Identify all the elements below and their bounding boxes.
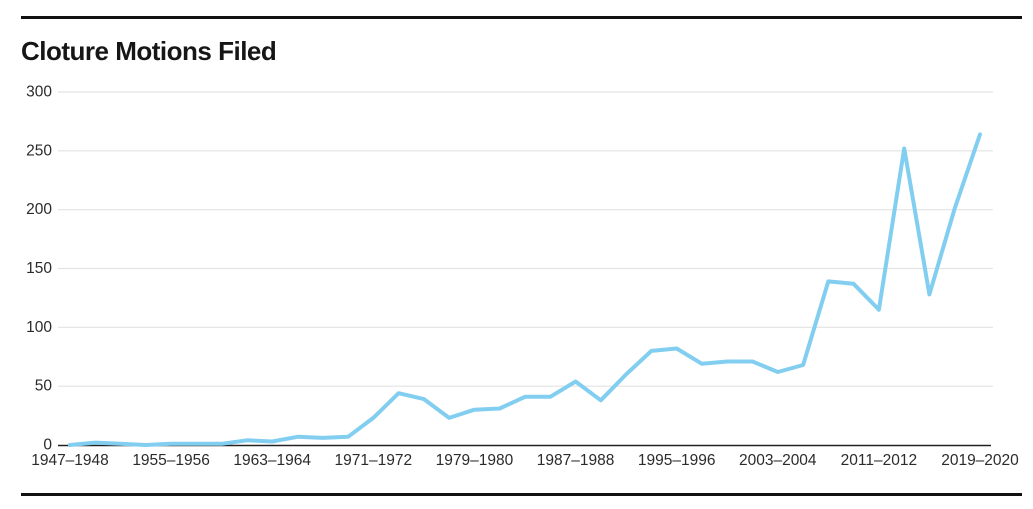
x-tick-label: 1979–1980	[436, 452, 514, 469]
top-rule	[21, 16, 1022, 19]
x-tick-label: 1971–1972	[335, 452, 413, 469]
x-tick-label: 2003–2004	[739, 452, 817, 469]
y-tick-label: 100	[26, 319, 52, 336]
chart-title: Cloture Motions Filed	[21, 36, 277, 66]
y-tick-label: 50	[35, 378, 53, 395]
x-tick-label: 1995–1996	[638, 452, 716, 469]
x-tick-label: 2011–2012	[841, 452, 917, 469]
y-tick-label: 0	[43, 437, 52, 454]
y-tick-label: 150	[26, 260, 52, 277]
x-tick-label: 1947–1948	[31, 452, 109, 469]
y-tick-label: 300	[26, 84, 52, 101]
data-line-series	[68, 132, 982, 447]
bottom-rule	[21, 493, 1022, 496]
x-tick-label: 2019–2020	[941, 452, 1019, 469]
x-tick-label: 1987–1988	[537, 452, 615, 469]
y-tick-label: 250	[26, 142, 52, 159]
y-tick-label: 200	[26, 201, 52, 218]
x-tick-label: 1963–1964	[233, 452, 311, 469]
x-tick-label: 1955–1956	[132, 452, 210, 469]
